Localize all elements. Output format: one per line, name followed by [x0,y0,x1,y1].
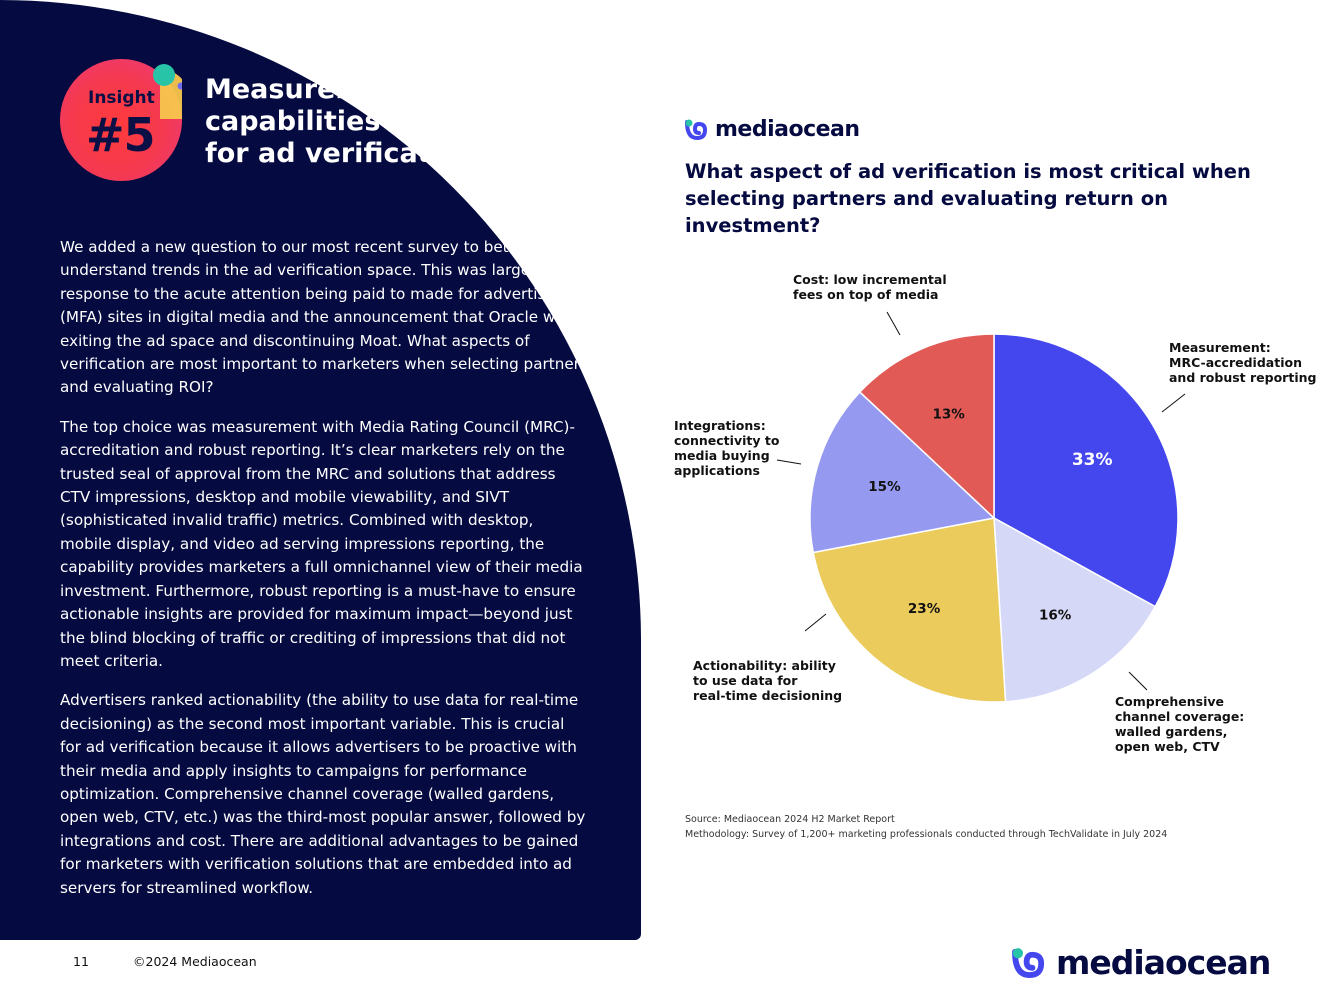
paragraph: The top choice was measurement with Medi… [60,417,583,670]
pie-slice [809,390,996,554]
paragraph: We added a new question to our most rece… [60,238,588,397]
slice-value-label: 23% [908,601,941,617]
leader-line [1161,393,1186,413]
leader-line [804,613,827,632]
copyright: ©2024 Mediaocean [133,954,257,969]
pie-slice [812,517,1007,703]
pie-slice [858,333,995,520]
insight-number: #5 [86,108,156,162]
slice-value-label: 15% [868,479,901,495]
page-number: 11 [73,954,89,969]
footer-brand-logo: mediaocean [1012,942,1271,982]
leader-line [776,459,802,465]
insight-label: Insight [88,88,155,108]
slice-category-label: Comprehensive channel coverage: walled gar… [1115,694,1244,754]
leader-line [886,311,901,336]
chart-source: Source: Mediaocean 2024 H2 Market Report… [685,812,1167,842]
slice-category-label: Actionability: ability to use data for rea… [693,658,842,703]
chart-title: What aspect of ad verification is most c… [685,160,1251,237]
leader-line [1128,671,1148,691]
pie-slice [993,516,1157,703]
source-line: Source: Mediaocean 2024 H2 Market Report [685,814,895,825]
footer-brand-wordmark: mediaocean [1056,942,1271,982]
mediaocean-logo-icon [1012,948,1045,978]
pie-chart: 33% 16% 23% 15% 13% Measurement: MRC-accredid… [674,272,1316,754]
slice-value-label: 33% [1072,450,1113,470]
brand-wordmark: mediaocean [715,116,860,142]
pie-slice [993,333,1179,608]
slice-category-label: Cost: low incremental fees on top of medi… [793,272,947,302]
body-text: We added a new question to our most rece… [60,236,588,916]
slice-value-label: 16% [1039,607,1072,623]
paragraph: Advertisers ranked actionability (the ab… [60,691,586,897]
slice-category-label: Integrations: connectivity to media buying… [674,418,780,478]
brand-logo: mediaocean [685,116,860,142]
methodology-line: Methodology: Survey of 1,200+ marketing … [685,829,1168,840]
insight-badge-icon [60,59,182,181]
slice-category-label: Measurement: MRC-accredidation and robust … [1169,340,1316,385]
mediaocean-logo-icon [685,119,708,140]
slice-value-label: 13% [933,406,966,422]
page-title: Measurement capabilities critical for ad… [205,74,495,169]
